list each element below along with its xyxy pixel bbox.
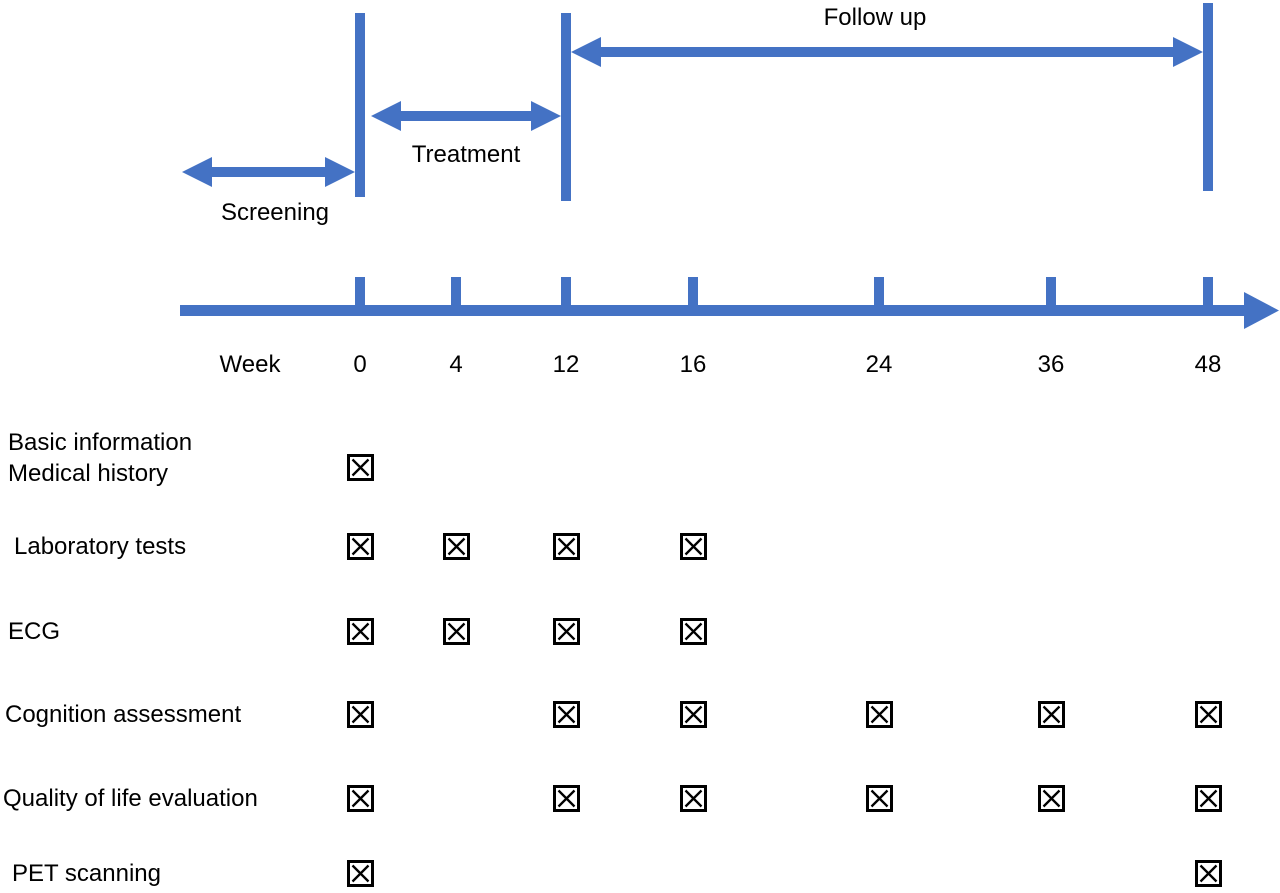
week-axis-arrowhead-icon — [1244, 292, 1279, 329]
x-mark-icon — [557, 705, 575, 723]
x-mark-icon — [557, 622, 575, 640]
x-checkbox-icon — [442, 617, 470, 645]
x-checkbox-icon — [1194, 859, 1222, 887]
x-mark-icon — [447, 537, 465, 555]
x-mark-icon — [1042, 705, 1060, 723]
x-mark-icon — [684, 622, 702, 640]
axis-tick — [561, 277, 571, 310]
x-mark-icon — [1199, 789, 1217, 807]
x-checkbox-icon — [552, 700, 580, 728]
x-checkbox-icon — [865, 700, 893, 728]
assessment-row-label-line: Quality of life evaluation — [3, 784, 258, 812]
x-checkbox-icon — [346, 532, 374, 560]
x-checkbox-icon — [552, 617, 580, 645]
assessment-row-label-line: Laboratory tests — [14, 532, 187, 560]
treatment-phase-label: Treatment — [411, 141, 521, 168]
x-mark-icon — [684, 537, 702, 555]
axis-tick — [1046, 277, 1056, 310]
x-mark-icon — [1042, 789, 1060, 807]
followup-phase-arrow — [571, 37, 1203, 67]
x-checkbox-icon — [552, 532, 580, 560]
week-tick-label: 12 — [552, 351, 580, 378]
assessment-row-label: Quality of life evaluation — [3, 785, 258, 812]
x-mark-icon — [351, 864, 369, 882]
timeline-graphic — [180, 3, 1279, 329]
x-checkbox-icon — [1037, 700, 1065, 728]
x-mark-icon — [557, 537, 575, 555]
assessment-row: PET scanning — [0, 859, 1280, 887]
week-tick-label: 0 — [353, 351, 367, 378]
x-checkbox-icon — [346, 453, 374, 481]
x-checkbox-icon — [679, 700, 707, 728]
week-axis-label: Week — [219, 351, 281, 378]
x-checkbox-icon — [679, 617, 707, 645]
x-mark-icon — [1199, 864, 1217, 882]
x-mark-icon — [351, 705, 369, 723]
week12-milestone-bar — [561, 13, 571, 201]
week-tick-label: 48 — [1194, 351, 1222, 378]
x-checkbox-icon — [346, 700, 374, 728]
axis-tick — [355, 277, 365, 310]
x-checkbox-icon — [346, 784, 374, 812]
week-tick-label: 16 — [679, 351, 707, 378]
x-checkbox-icon — [679, 532, 707, 560]
screening-phase-arrow — [182, 157, 355, 187]
x-mark-icon — [1199, 705, 1217, 723]
x-mark-icon — [351, 458, 369, 476]
assessment-row: Quality of life evaluation — [0, 784, 1280, 812]
x-checkbox-icon — [865, 784, 893, 812]
x-checkbox-icon — [1194, 784, 1222, 812]
week-tick-label: 4 — [449, 351, 463, 378]
assessment-row: Basic information Medical history — [0, 429, 1280, 487]
week0-milestone-bar — [355, 13, 365, 197]
x-checkbox-icon — [1194, 700, 1222, 728]
x-checkbox-icon — [552, 784, 580, 812]
assessment-row-label-line: Basic information — [8, 428, 193, 456]
followup-phase-label: Follow up — [823, 4, 927, 31]
week-axis-line — [180, 305, 1244, 316]
assessment-row: ECG — [0, 617, 1280, 645]
week48-milestone-bar — [1203, 3, 1213, 191]
assessment-row-label-line: PET scanning — [12, 859, 161, 887]
assessment-row-label: ECG — [8, 618, 60, 645]
treatment-phase-arrow — [371, 101, 561, 131]
x-checkbox-icon — [442, 532, 470, 560]
week-tick-label: 24 — [865, 351, 893, 378]
x-checkbox-icon — [346, 859, 374, 887]
assessment-row-label-line: ECG — [8, 617, 61, 645]
axis-tick — [1203, 277, 1213, 310]
assessment-row-label: Laboratory tests — [14, 533, 186, 560]
assessment-row-label: Basic information Medical history — [8, 427, 192, 489]
assessment-row: Laboratory tests — [0, 532, 1280, 560]
week-tick-label: 36 — [1037, 351, 1065, 378]
x-checkbox-icon — [679, 784, 707, 812]
assessment-row-label: Cognition assessment — [5, 701, 241, 728]
x-checkbox-icon — [346, 617, 374, 645]
x-mark-icon — [684, 705, 702, 723]
assessment-row-label-line: Cognition assessment — [5, 700, 242, 728]
assessment-row-label-line: Medical history — [8, 459, 169, 487]
assessment-row: Cognition assessment — [0, 700, 1280, 728]
assessment-row-label: PET scanning — [12, 860, 161, 887]
axis-ticks — [355, 277, 1213, 310]
x-checkbox-icon — [1037, 784, 1065, 812]
x-mark-icon — [870, 789, 888, 807]
screening-phase-label: Screening — [220, 199, 330, 226]
x-mark-icon — [351, 537, 369, 555]
axis-tick — [688, 277, 698, 310]
x-mark-icon — [870, 705, 888, 723]
x-mark-icon — [684, 789, 702, 807]
x-mark-icon — [447, 622, 465, 640]
x-mark-icon — [557, 789, 575, 807]
axis-tick — [874, 277, 884, 310]
axis-tick — [451, 277, 461, 310]
x-mark-icon — [351, 622, 369, 640]
x-mark-icon — [351, 789, 369, 807]
